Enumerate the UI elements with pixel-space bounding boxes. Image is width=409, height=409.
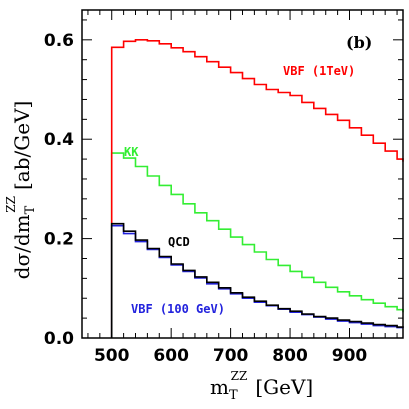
series-line-vbf-1tev — [110, 39, 404, 338]
series-line-kk — [110, 152, 404, 338]
x-axis-title-unit: [GeV] — [255, 375, 313, 399]
series-label-qcd: QCD — [168, 235, 190, 249]
x-tick-label: 700 — [213, 346, 249, 366]
x-tick-label: 800 — [272, 346, 308, 366]
axis-ticks — [82, 10, 403, 339]
x-tick-label: 500 — [94, 346, 130, 366]
x-tick-labels: 500 600 700 800 900 — [94, 346, 367, 366]
plot-frame — [81, 9, 404, 339]
series-label-kk: KK — [124, 145, 139, 159]
x-tick-label: 600 — [153, 346, 189, 366]
x-tick-label: 900 — [332, 346, 368, 366]
y-tick-label: 0.2 — [44, 230, 74, 250]
y-axis-title-sub: T — [23, 205, 38, 214]
x-axis-title: mT ZZ [GeV] — [210, 369, 313, 403]
series-lines — [110, 39, 404, 338]
panel-label: (b) — [346, 33, 372, 52]
y-tick-label: 0.0 — [44, 329, 74, 349]
series-label-vbf-1tev: VBF (1TeV) — [283, 64, 355, 78]
y-axis-title-sup: ZZ — [4, 196, 18, 213]
series-label-vbf-100gev: VBF (100 GeV) — [131, 302, 225, 316]
y-tick-label: 0.4 — [44, 130, 74, 150]
x-axis-title-main: m — [210, 375, 229, 399]
x-axis-title-sub: T — [229, 388, 238, 403]
y-axis-title-unit: [ab/GeV] — [10, 101, 34, 190]
y-axis-title: dσ/dmT ZZ [ab/GeV] — [4, 101, 38, 280]
x-axis-title-sup: ZZ — [231, 369, 248, 383]
y-tick-label: 0.6 — [44, 31, 74, 51]
y-tick-labels: 0.0 0.2 0.4 0.6 — [44, 31, 74, 349]
series-line-qcd — [110, 222, 404, 338]
y-axis-title-prefix: dσ/dm — [10, 214, 34, 279]
